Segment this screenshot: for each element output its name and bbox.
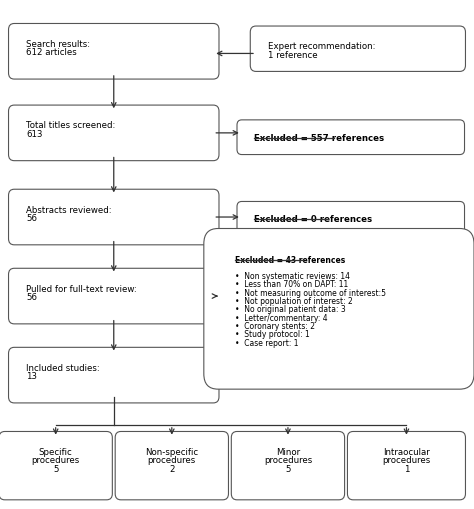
FancyBboxPatch shape [9, 269, 219, 324]
Text: •  Coronary stents: 2: • Coronary stents: 2 [235, 322, 315, 330]
Text: procedures: procedures [32, 455, 80, 464]
Text: 1 reference: 1 reference [268, 51, 318, 60]
FancyBboxPatch shape [9, 106, 219, 161]
FancyBboxPatch shape [250, 27, 465, 72]
FancyBboxPatch shape [231, 432, 345, 500]
Text: •  Case report: 1: • Case report: 1 [235, 338, 298, 347]
Text: •  Not population of interest: 2: • Not population of interest: 2 [235, 296, 352, 305]
Text: Minor: Minor [276, 447, 300, 456]
Text: 1: 1 [404, 464, 409, 472]
Text: Pulled for full-text review:: Pulled for full-text review: [26, 284, 137, 293]
Text: •  Study protocol: 1: • Study protocol: 1 [235, 330, 310, 339]
Text: •  Not measuring outcome of interest:5: • Not measuring outcome of interest:5 [235, 288, 386, 297]
Text: •  Non systematic reviews: 14: • Non systematic reviews: 14 [235, 271, 350, 280]
Text: Excluded = 0 references: Excluded = 0 references [254, 215, 372, 224]
Text: Search results:: Search results: [26, 40, 90, 49]
Text: Intraocular: Intraocular [383, 447, 430, 456]
FancyBboxPatch shape [115, 432, 228, 500]
Text: 56: 56 [26, 214, 37, 222]
FancyBboxPatch shape [0, 432, 112, 500]
Text: •  No original patient data: 3: • No original patient data: 3 [235, 305, 346, 314]
FancyBboxPatch shape [9, 348, 219, 403]
Text: Excluded = 43 references: Excluded = 43 references [235, 256, 345, 265]
Text: 56: 56 [26, 293, 37, 301]
Text: Expert recommendation:: Expert recommendation: [268, 42, 375, 51]
FancyBboxPatch shape [237, 121, 465, 155]
Text: procedures: procedures [383, 455, 430, 464]
Text: Excluded = 557 references: Excluded = 557 references [254, 133, 384, 143]
FancyBboxPatch shape [237, 202, 465, 237]
Text: Specific: Specific [39, 447, 73, 456]
Text: •  Less than 70% on DAPT: 11: • Less than 70% on DAPT: 11 [235, 280, 348, 289]
Text: •  Letter/commentary: 4: • Letter/commentary: 4 [235, 313, 327, 322]
FancyBboxPatch shape [9, 24, 219, 80]
Text: 612 articles: 612 articles [26, 48, 77, 57]
Text: 613: 613 [26, 130, 43, 138]
Text: 5: 5 [285, 464, 291, 472]
Text: 13: 13 [26, 372, 37, 380]
Text: Non-specific: Non-specific [145, 447, 199, 456]
Text: Included studies:: Included studies: [26, 363, 100, 372]
Text: Abstracts reviewed:: Abstracts reviewed: [26, 205, 112, 214]
FancyBboxPatch shape [204, 229, 474, 389]
Text: 2: 2 [169, 464, 174, 472]
FancyBboxPatch shape [347, 432, 465, 500]
Text: procedures: procedures [264, 455, 312, 464]
FancyBboxPatch shape [9, 190, 219, 245]
Text: 5: 5 [53, 464, 58, 472]
Text: Total titles screened:: Total titles screened: [26, 121, 116, 130]
Text: procedures: procedures [148, 455, 196, 464]
